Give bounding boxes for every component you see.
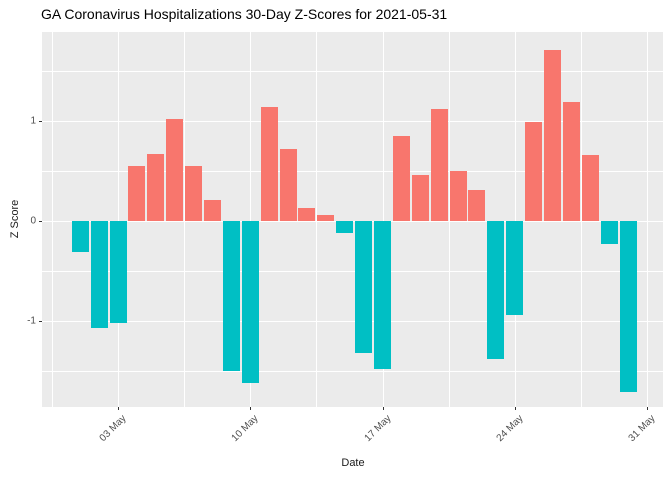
x-axis-title: Date — [341, 457, 365, 469]
minor-v-gridline — [52, 32, 53, 407]
bar-2021-05-17 — [374, 221, 391, 369]
bar-2021-05-26 — [544, 50, 561, 221]
x-tick-mark — [383, 407, 384, 410]
y-tick-mark — [39, 121, 42, 122]
bar-2021-05-22 — [468, 190, 485, 221]
bar-2021-05-07 — [185, 166, 202, 221]
y-tick-mark — [39, 321, 42, 322]
bar-2021-05-08 — [204, 200, 221, 221]
x-tick-label: 31 May — [626, 413, 658, 444]
minor-v-gridline — [184, 32, 185, 407]
minor-h-gridline — [42, 171, 663, 172]
x-tick-label: 03 May — [97, 413, 129, 444]
bar-2021-05-06 — [166, 119, 183, 221]
bar-2021-05-24 — [506, 221, 523, 315]
minor-h-gridline — [42, 71, 663, 72]
bar-2021-05-13 — [298, 208, 315, 221]
minor-h-gridline — [42, 371, 663, 372]
minor-h-gridline — [42, 271, 663, 272]
x-tick-label: 24 May — [494, 413, 526, 444]
bar-2021-05-14 — [317, 215, 334, 221]
plot-panel — [42, 32, 663, 407]
x-tick-mark — [250, 407, 251, 410]
bar-2021-05-15 — [336, 221, 353, 233]
bar-2021-05-16 — [355, 221, 372, 353]
bar-2021-05-21 — [450, 171, 467, 221]
bar-2021-05-04 — [128, 166, 145, 221]
bar-2021-05-10 — [242, 221, 259, 383]
bar-2021-05-25 — [525, 122, 542, 221]
chart-title: GA Coronavirus Hospitalizations 30-Day Z… — [41, 6, 448, 22]
bar-2021-05-18 — [393, 136, 410, 221]
major-h-gridline — [42, 321, 663, 322]
bar-2021-05-19 — [412, 175, 429, 221]
major-v-gridline — [118, 32, 119, 407]
x-tick-mark — [118, 407, 119, 410]
x-tick-mark — [647, 407, 648, 410]
x-tick-label: 17 May — [362, 413, 394, 444]
bar-2021-05-11 — [261, 107, 278, 221]
bar-2021-05-30 — [620, 221, 637, 392]
major-v-gridline — [515, 32, 516, 407]
minor-v-gridline — [449, 32, 450, 407]
bar-2021-05-03 — [110, 221, 127, 323]
y-tick-label: -1 — [27, 315, 36, 327]
x-tick-label: 10 May — [229, 413, 261, 444]
bar-2021-05-09 — [223, 221, 240, 371]
bar-2021-05-20 — [431, 109, 448, 221]
y-tick-label: 0 — [30, 215, 36, 227]
major-v-gridline — [647, 32, 648, 407]
bar-2021-05-02 — [91, 221, 108, 328]
bar-2021-05-29 — [601, 221, 618, 244]
y-tick-label: 1 — [30, 115, 36, 127]
y-tick-mark — [39, 221, 42, 222]
minor-v-gridline — [581, 32, 582, 407]
x-tick-mark — [515, 407, 516, 410]
bar-2021-05-28 — [582, 155, 599, 221]
bar-2021-05-01 — [72, 221, 89, 252]
major-v-gridline — [250, 32, 251, 407]
major-h-gridline — [42, 121, 663, 122]
minor-v-gridline — [316, 32, 317, 407]
bar-2021-05-23 — [487, 221, 504, 359]
bar-2021-05-27 — [563, 102, 580, 221]
bar-2021-05-12 — [280, 149, 297, 221]
major-v-gridline — [383, 32, 384, 407]
bar-2021-05-05 — [147, 154, 164, 221]
